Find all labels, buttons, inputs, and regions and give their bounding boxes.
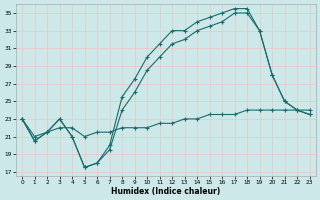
X-axis label: Humidex (Indice chaleur): Humidex (Indice chaleur) [111, 187, 220, 196]
